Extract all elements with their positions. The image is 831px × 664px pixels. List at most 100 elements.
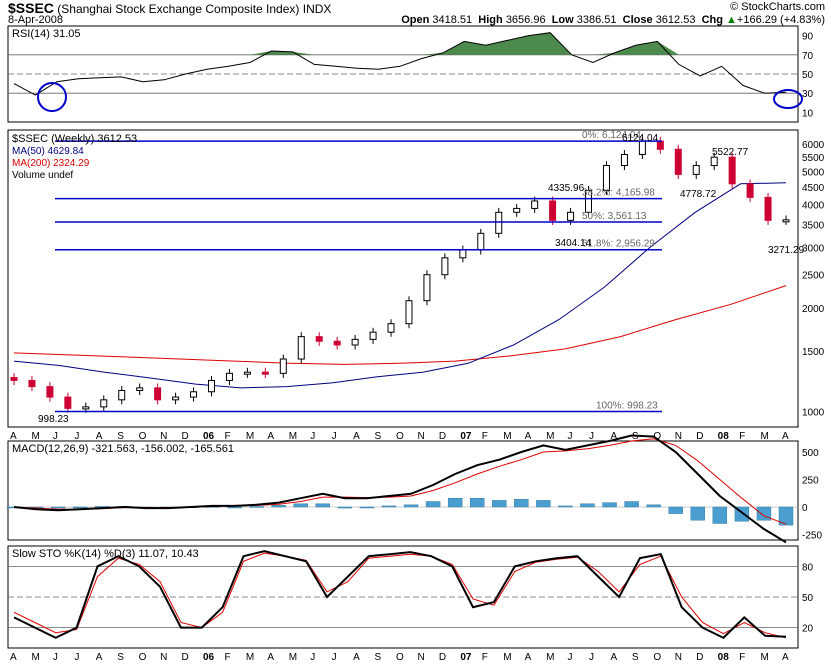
x-axis-label: A	[267, 431, 274, 442]
macd-histogram-bar	[227, 506, 242, 509]
macd-histogram-bar	[381, 505, 397, 508]
macd-histogram-bar	[646, 504, 661, 508]
candle-body	[495, 211, 503, 234]
sto-tick-label: 80	[802, 562, 814, 573]
candle-body	[100, 399, 108, 408]
macd-histogram-bar	[403, 504, 419, 508]
candle-body	[405, 300, 413, 325]
price-annotation: 4778.72	[680, 189, 717, 200]
x-axis-label-bottom: F	[482, 652, 488, 663]
x-axis-label-bottom: A	[96, 652, 103, 663]
fib-label: 61.8%: 2,956.29	[582, 239, 655, 250]
rsi-tick-label: 30	[802, 89, 814, 100]
candle-body	[10, 376, 18, 381]
price-annotation: 6124.04	[622, 133, 659, 144]
x-axis-label-bottom: D	[182, 652, 189, 663]
macd-histogram-bar	[668, 506, 683, 514]
fib-label: 50%: 3,561.13	[582, 211, 647, 222]
candle-body	[567, 211, 575, 221]
candle-body	[261, 371, 269, 375]
macd-histogram-bar	[447, 498, 463, 508]
macd-histogram-bar	[271, 505, 286, 508]
candle-body	[782, 219, 790, 223]
price-tick-label: 5500	[802, 153, 825, 164]
macd-histogram-bar	[514, 499, 529, 508]
price-tick-label: 2000	[802, 304, 825, 315]
legend-ma50: MA(50) 4629.84	[12, 146, 84, 157]
x-axis-label-bottom: F	[224, 652, 230, 663]
x-axis-label-bottom: 06	[203, 652, 215, 663]
x-axis-label: F	[739, 431, 745, 442]
open-label: Open	[401, 14, 430, 26]
x-axis-label-bottom: S	[632, 652, 639, 663]
macd-panel-frame	[7, 440, 799, 541]
sto-title: Slow STO %K(14) %D(3) 11.07, 10.43	[12, 548, 199, 560]
low-label: Low	[551, 14, 574, 26]
x-axis-label: J	[310, 431, 315, 442]
price-annotation: 5522.77	[712, 147, 749, 158]
x-axis-label: J	[53, 431, 58, 442]
x-axis-label-bottom: J	[53, 652, 58, 663]
candle-body	[82, 406, 90, 410]
x-axis-label-bottom: S	[117, 652, 124, 663]
rsi-overbought-fill	[14, 32, 786, 55]
x-axis-label: S	[117, 431, 124, 442]
candle-body	[441, 257, 449, 276]
macd-histogram-bar	[712, 506, 728, 524]
candle-body	[351, 338, 359, 346]
x-axis-label: J	[74, 431, 79, 442]
x-axis-label: J	[332, 431, 337, 442]
low-value: 3386.51	[576, 14, 617, 26]
x-axis-label: O	[653, 431, 661, 442]
macd-histogram-bar	[690, 506, 705, 521]
macd-histogram-bar	[536, 500, 551, 508]
x-axis-label: M	[761, 431, 769, 442]
macd-histogram-bar	[72, 506, 88, 509]
candle-body	[64, 396, 72, 409]
x-axis-label-bottom: A	[353, 652, 360, 663]
price-tick-label: 3500	[802, 221, 825, 232]
macd-histogram-bar	[293, 503, 308, 508]
candle-body	[728, 156, 736, 185]
x-axis-label: M	[546, 431, 554, 442]
candle-body	[118, 389, 126, 401]
x-axis-label: A	[353, 431, 360, 442]
x-axis-label-bottom: J	[589, 652, 594, 663]
rsi-line	[13, 32, 787, 96]
price-tick-label: 6000	[802, 140, 825, 151]
rsi-oversold-circle-left	[37, 82, 67, 112]
x-axis-label-bottom: J	[74, 652, 79, 663]
x-axis-label-bottom: J	[568, 652, 573, 663]
date-label: 8-Apr-2008	[8, 14, 64, 26]
x-axis-label: A	[96, 431, 103, 442]
candle-body	[585, 189, 593, 213]
candle-body	[656, 140, 664, 150]
macd-tick-label: 500	[802, 448, 819, 459]
close-label: Close	[622, 14, 653, 26]
high-value: 3656.96	[505, 14, 546, 26]
price-tick-label: 4500	[802, 183, 825, 194]
ma200-line	[13, 285, 787, 365]
candle-body	[190, 391, 198, 398]
x-axis-label-bottom: A	[267, 652, 274, 663]
x-axis-label-bottom: 07	[460, 652, 472, 663]
price-title: $SSEC (Weekly) 3612.53	[12, 133, 137, 145]
x-axis-label: D	[439, 431, 446, 442]
price-panel-frame	[7, 129, 799, 428]
candle-body	[692, 165, 700, 175]
x-axis-label-bottom: A	[610, 652, 617, 663]
high-label: High	[478, 14, 503, 26]
chg-arrow-icon: ▲	[726, 14, 737, 26]
fib-label: 100%: 998.23	[596, 401, 658, 412]
x-axis-label-bottom: F	[739, 652, 745, 663]
candle-body	[172, 396, 180, 401]
x-axis-label-bottom: O	[653, 652, 661, 663]
chg-label: Chg	[701, 14, 723, 26]
price-annotation: 3271.29	[768, 245, 805, 256]
exchange: INDX	[302, 2, 332, 16]
x-axis-label: F	[224, 431, 230, 442]
macd-tick-label: 0	[802, 503, 808, 514]
x-axis-label: N	[417, 431, 424, 442]
rsi-oversold-circle-right	[773, 89, 803, 109]
